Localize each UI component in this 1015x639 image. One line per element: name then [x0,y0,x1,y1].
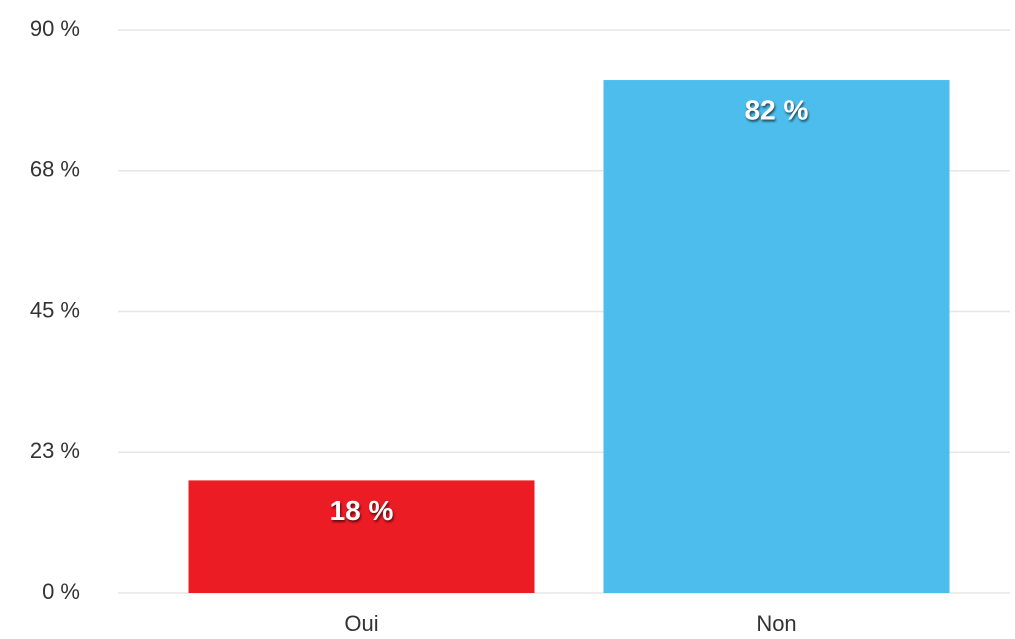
y-tick-label: 0 % [42,579,80,604]
bar [188,480,535,593]
data-label: 18 % [330,495,394,526]
y-tick-label: 90 % [30,16,80,41]
data-label: 82 % [745,94,809,125]
y-tick-label: 45 % [30,297,80,322]
x-tick-label: Oui [344,611,378,636]
y-tick-label: 68 % [30,157,80,182]
bar [603,80,950,594]
y-tick-label: 23 % [30,438,80,463]
x-tick-label: Non [756,611,796,636]
